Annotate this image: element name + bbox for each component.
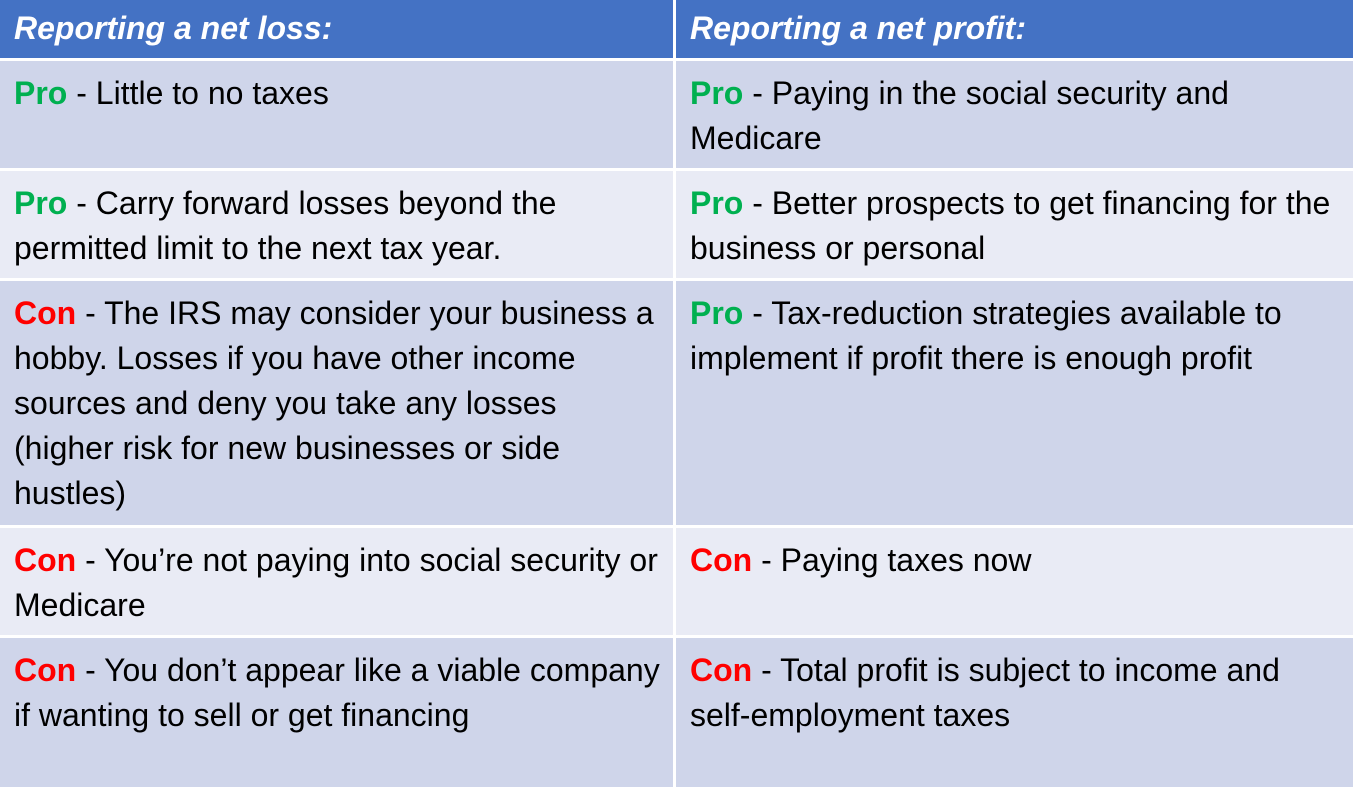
loss-cell-1: Pro - Little to no taxes [0,61,673,168]
cell-text: - Better prospects to get financing for … [690,185,1331,266]
profit-cell-5: Con - Total profit is subject to income … [676,638,1353,787]
header-net-loss: Reporting a net loss: [0,0,673,58]
loss-cell-5: Con - You don’t appear like a viable com… [0,638,673,787]
con-tag: Con [14,295,77,331]
pro-tag: Pro [690,75,744,111]
profit-cell-2: Pro - Better prospects to get financing … [676,171,1353,278]
loss-cell-3: Con - The IRS may consider your business… [0,281,673,525]
cell-text: - Little to no taxes [67,75,329,111]
cell-text: - Tax-reduction strategies available to … [690,295,1282,376]
pro-tag: Pro [690,295,744,331]
loss-cell-2: Pro - Carry forward losses beyond the pe… [0,171,673,278]
cell-text: - Carry forward losses beyond the permit… [14,185,557,266]
con-tag: Con [690,542,753,578]
pro-tag: Pro [690,185,744,221]
profit-cell-3: Pro - Tax-reduction strategies available… [676,281,1353,525]
pro-tag: Pro [14,75,68,111]
cell-text: - Paying in the social security and Medi… [690,75,1229,156]
cell-text: - Total profit is subject to income and … [690,652,1280,733]
cell-text: - Paying taxes now [752,542,1032,578]
pro-tag: Pro [14,185,68,221]
con-tag: Con [14,542,77,578]
con-tag: Con [14,652,77,688]
header-net-profit: Reporting a net profit: [676,0,1353,58]
cell-text: - You don’t appear like a viable company… [14,652,660,733]
cell-text: - The IRS may consider your business a h… [14,295,654,511]
loss-cell-4: Con - You’re not paying into social secu… [0,528,673,635]
profit-cell-4: Con - Paying taxes now [676,528,1353,635]
con-tag: Con [690,652,753,688]
profit-cell-1: Pro - Paying in the social security and … [676,61,1353,168]
cell-text: - You’re not paying into social security… [14,542,658,623]
